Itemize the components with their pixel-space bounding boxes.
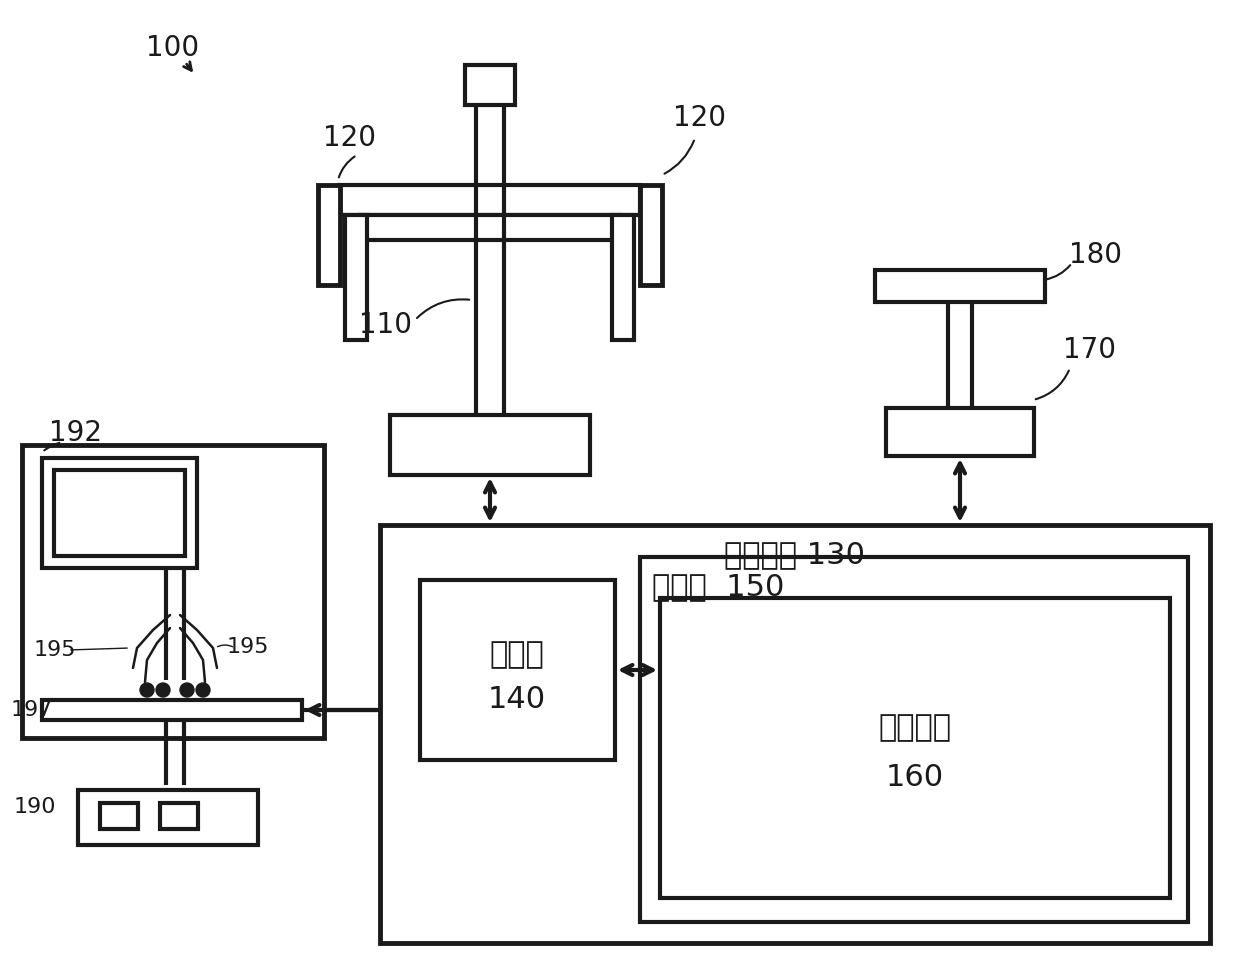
Text: 100: 100 xyxy=(146,34,199,62)
Bar xyxy=(660,598,1170,898)
Bar xyxy=(42,458,197,568)
Text: 140: 140 xyxy=(488,685,546,714)
Text: 170: 170 xyxy=(1063,336,1116,364)
Bar xyxy=(160,803,198,829)
Text: 195: 195 xyxy=(227,637,269,657)
Bar xyxy=(100,803,138,829)
Text: 运动控制: 运动控制 xyxy=(878,713,952,742)
Bar xyxy=(875,270,1044,302)
Text: 120: 120 xyxy=(674,104,726,132)
Bar xyxy=(420,580,615,760)
Bar xyxy=(344,215,367,340)
Text: 197: 197 xyxy=(11,700,53,720)
Bar xyxy=(612,215,634,340)
Bar xyxy=(886,408,1035,456)
Circle shape xyxy=(140,683,154,697)
Bar xyxy=(339,185,641,215)
Circle shape xyxy=(156,683,170,697)
Text: 控制单元 130: 控制单元 130 xyxy=(725,540,866,569)
Bar xyxy=(465,65,515,105)
Bar xyxy=(380,525,1211,943)
Circle shape xyxy=(180,683,195,697)
Text: 160: 160 xyxy=(886,764,944,793)
Bar xyxy=(55,470,185,556)
Circle shape xyxy=(196,683,209,697)
Bar xyxy=(78,790,258,845)
Bar xyxy=(641,557,1188,922)
Text: 处理器: 处理器 xyxy=(489,641,544,670)
Bar xyxy=(361,215,620,240)
Bar xyxy=(22,445,325,738)
Text: 180: 180 xyxy=(1068,241,1121,269)
Text: 存储器  150: 存储器 150 xyxy=(652,572,784,601)
Text: 192: 192 xyxy=(48,419,102,447)
Text: 110: 110 xyxy=(358,311,411,339)
Text: 195: 195 xyxy=(33,640,77,660)
Bar xyxy=(318,185,339,285)
Bar xyxy=(641,185,662,285)
Bar xyxy=(42,700,302,720)
Text: 190: 190 xyxy=(14,797,56,817)
Bar xyxy=(390,415,590,475)
Text: 120: 120 xyxy=(323,124,377,152)
